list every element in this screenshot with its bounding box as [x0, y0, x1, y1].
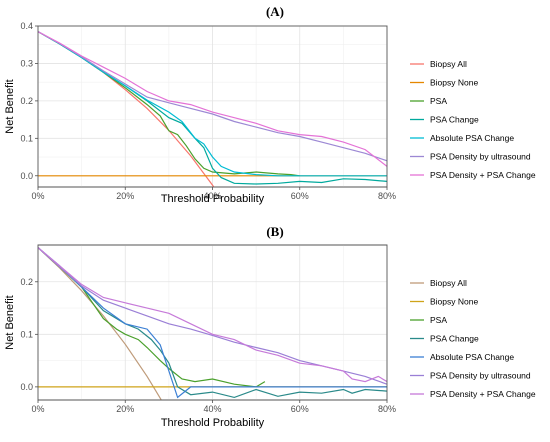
panel-a-legend-label: PSA	[430, 96, 447, 106]
panel-b-series-biopsy-all	[38, 247, 163, 400]
panel-a-y-tick-label: 0.4	[20, 21, 33, 31]
panel-b-legend-label: Biopsy None	[430, 297, 478, 307]
panel-a-series-absolute-psa-change	[38, 31, 387, 177]
panel-b-series-absolute-psa-change	[38, 247, 387, 399]
panel-a-y-tick-label: 0.2	[20, 96, 33, 106]
panel-b-x-tick-label: 0%	[31, 404, 44, 414]
panel-a-series-psa-density-by-ultrasound	[38, 31, 387, 162]
panel-b-series-psa-change	[38, 247, 387, 399]
panel-b-legend-label: PSA	[430, 315, 447, 325]
panel-b-legend-label: PSA Change	[430, 334, 479, 344]
panel-b-x-tick-label: 20%	[116, 404, 134, 414]
panel-b-x-tick-label: 60%	[291, 404, 309, 414]
panel-a-x-tick-label: 60%	[291, 191, 309, 201]
panel-a-legend-label: PSA Change	[430, 115, 479, 125]
panel-b-series-group	[38, 247, 387, 400]
panel-a-x-tick-label: 0%	[31, 191, 44, 201]
panel-a-title: (A)	[265, 4, 285, 19]
panel-b-y-tick-label: 0.2	[20, 277, 33, 287]
panel-b-series-psa-density-psa-change	[38, 247, 387, 383]
panel-b-legend-label: PSA Density + PSA Change	[430, 389, 536, 399]
panel-a-y-tick-label: 0.0	[20, 171, 33, 181]
panel-a-y-tick-label: 0.1	[20, 133, 33, 143]
panel-b-series-psa	[38, 247, 266, 388]
panel-b-y-tick-label: 0.1	[20, 329, 33, 339]
panel-b-plot-frame	[37, 244, 388, 401]
panel-b-legend-label: PSA Density by ultrasound	[430, 371, 531, 381]
panel-b-title: (B)	[266, 224, 284, 239]
panel-b-legend-label: Biopsy All	[430, 278, 467, 288]
panel-a-legend-label: PSA Density by ultrasound	[430, 152, 531, 162]
panel-b-x-axis-label: Threshold Probability	[161, 417, 265, 429]
panel-a-legend-label: Absolute PSA Change	[430, 133, 514, 143]
panel-a-series-psa-density-psa-change	[38, 31, 387, 167]
panel-b-y-tick-label: 0.0	[20, 382, 33, 392]
panel-a-y-tick-label: 0.3	[20, 58, 33, 68]
panel-a-x-tick-label: 20%	[116, 191, 134, 201]
panel-a-legend: Biopsy All Biopsy None PSA PSA Change Absolu…	[410, 59, 536, 180]
panel-b-x-tick-label: 40%	[203, 404, 221, 414]
panel-a-x-tick-label: 80%	[378, 191, 396, 201]
panel-b-plot: 0% 20% 40% 60% 80% 0.0 0.1 0.2 Threshold Probabi…	[4, 244, 536, 429]
panel-b-legend: Biopsy All Biopsy None PSA PSA Change Absolu…	[410, 278, 536, 399]
panel-a-legend-label: Biopsy All	[430, 59, 467, 69]
panel-a-plot: 0% 20% 40% 60% 80% 0.0 0.1 0.2 0.3 0.4 Threshold P…	[4, 21, 536, 205]
panel-a-x-axis-label: Threshold Probability	[161, 193, 265, 205]
panel-a-series-group	[38, 31, 387, 187]
panel-b-x-tick-label: 80%	[378, 404, 396, 414]
panel-a-legend-label: Biopsy None	[430, 78, 478, 88]
panel-a-y-axis-label: Net Benefit	[4, 79, 16, 133]
panel-a-legend-label: PSA Density + PSA Change	[430, 170, 536, 180]
panel-b-legend-label: Absolute PSA Change	[430, 352, 514, 362]
panel-b-y-axis-label: Net Benefit	[4, 295, 16, 349]
panel-a-plot-frame	[37, 25, 388, 188]
panel-a-x-tick-label: 40%	[203, 191, 221, 201]
